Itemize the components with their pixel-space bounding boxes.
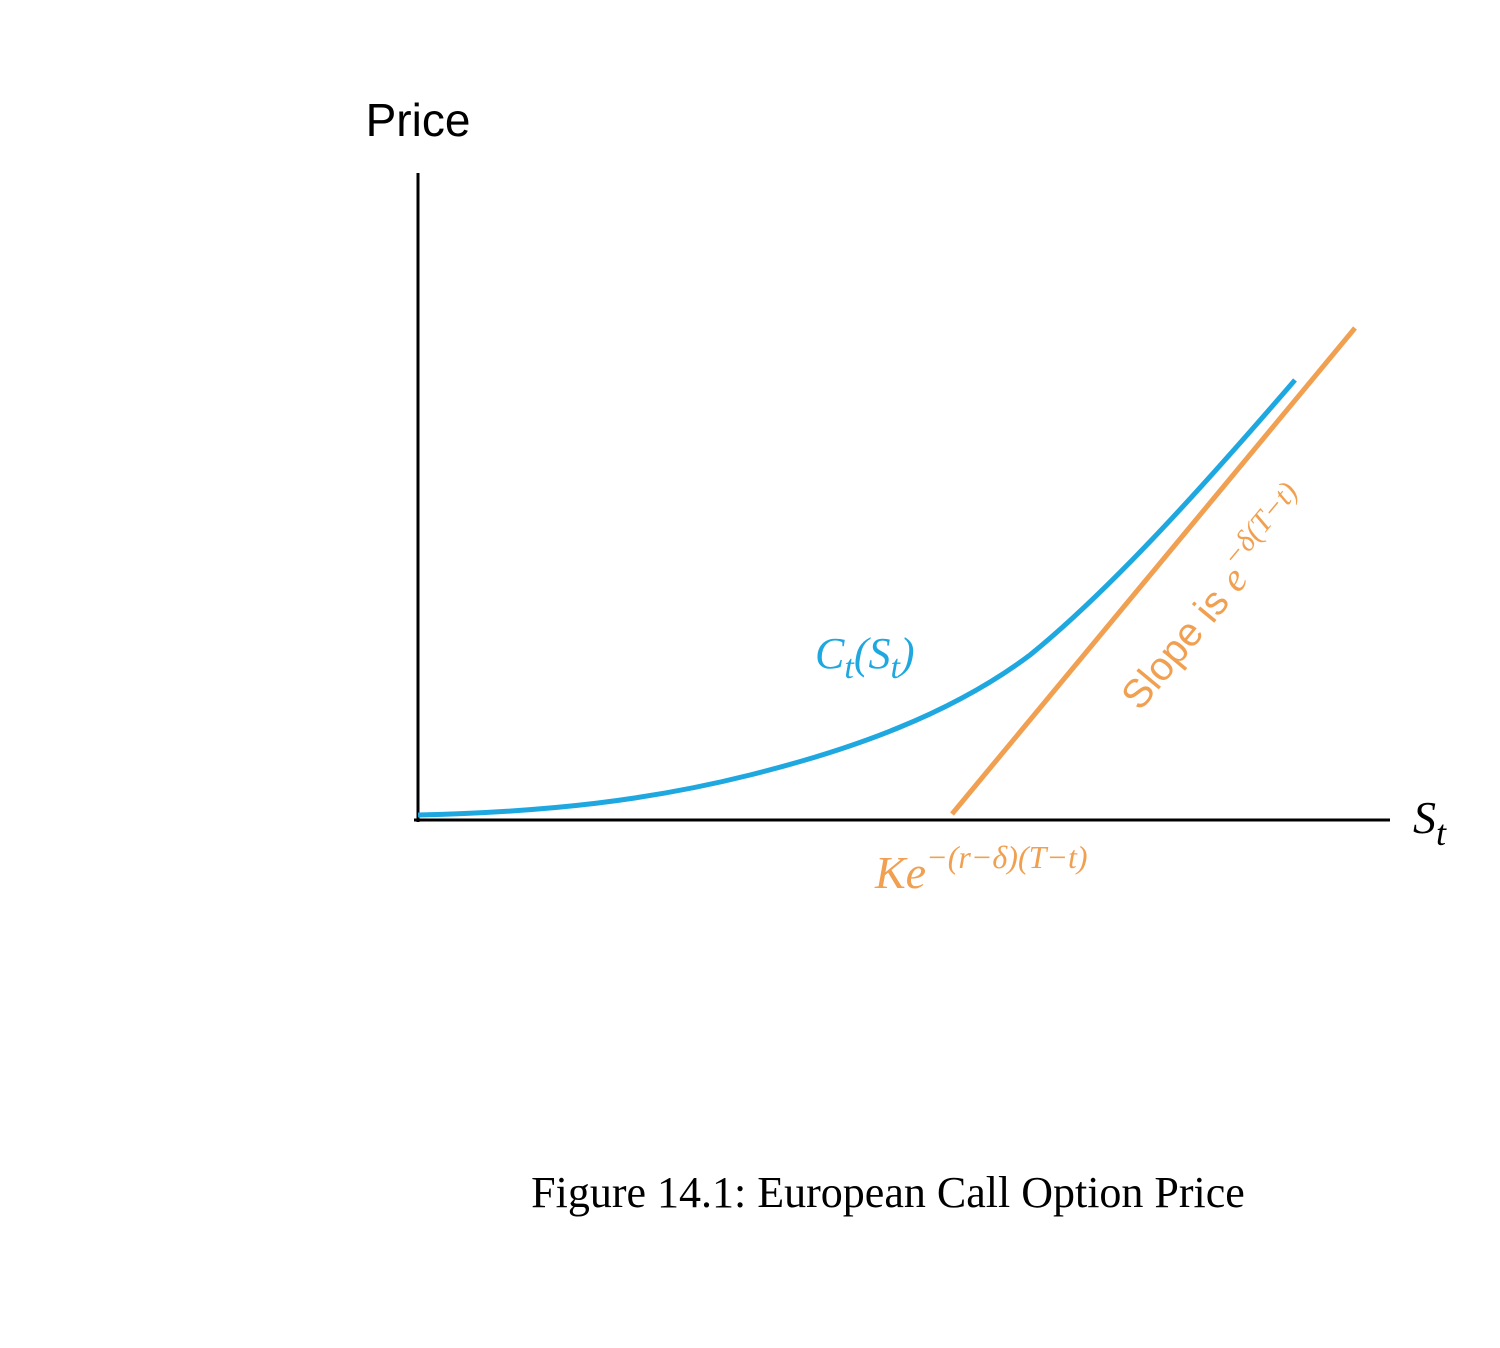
slope-label-superscript: −δ(T−t) <box>1215 476 1304 574</box>
slope-label: Slope is e−δ(T−t) <box>1106 476 1320 718</box>
x-axis-label-base: S <box>1413 792 1436 843</box>
y-axis-label: Price <box>366 94 471 146</box>
slope-label-group: Slope is e−δ(T−t) <box>1106 476 1320 718</box>
asymptote-line <box>950 326 1357 816</box>
curve-label-inner-subscript: t <box>890 649 901 686</box>
curve-label-subscript: t <box>844 649 855 686</box>
caption: Figure 14.1: European Call Option Price <box>531 1168 1245 1217</box>
strike-label-superscript: −(r−δ)(T−t) <box>926 839 1087 875</box>
strike-label-base: Ke <box>874 847 926 898</box>
curve-label: Ct(St) <box>815 629 915 686</box>
x-axis-label-subscript: t <box>1436 813 1447 853</box>
call-price-curve <box>417 378 1297 818</box>
curve-label-close: ) <box>897 629 915 678</box>
strike-label: Ke−(r−δ)(T−t) <box>874 839 1088 898</box>
curve-label-symbol: C <box>815 629 845 678</box>
curve-label-open: (S <box>854 629 891 678</box>
x-axis-label: St <box>1413 792 1447 853</box>
